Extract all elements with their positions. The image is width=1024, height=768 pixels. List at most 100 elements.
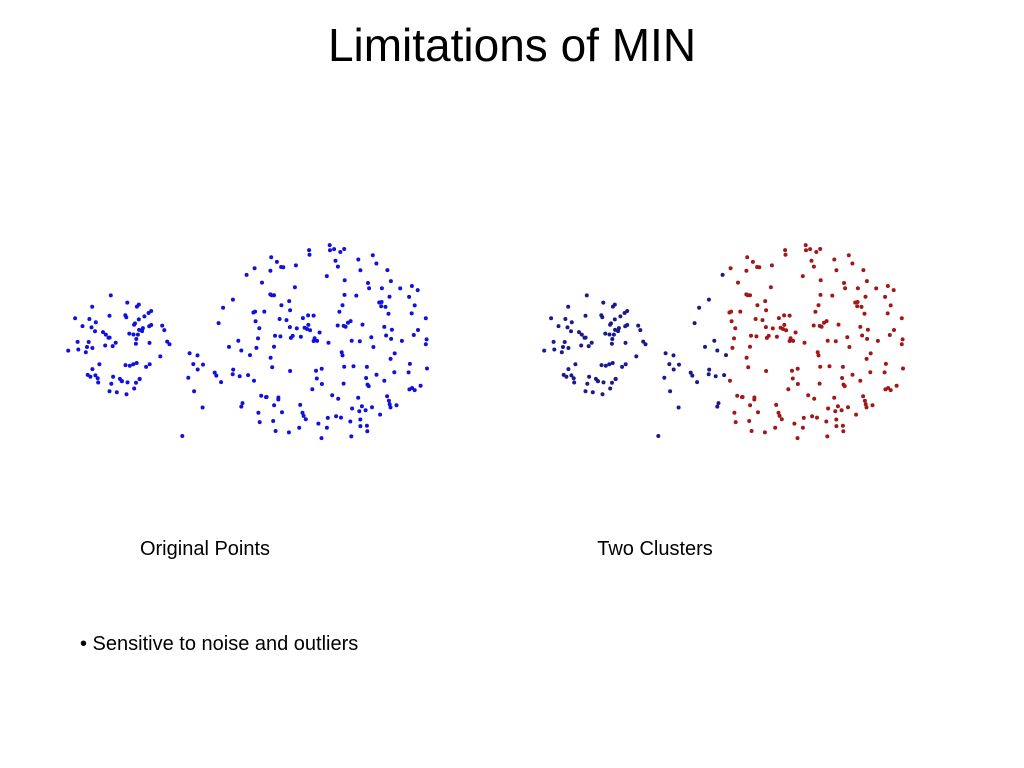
point	[815, 415, 819, 420]
point	[612, 317, 617, 322]
point	[90, 346, 95, 350]
point	[732, 336, 736, 341]
point	[90, 367, 95, 372]
point	[418, 383, 423, 388]
point	[887, 333, 892, 337]
point	[278, 334, 283, 339]
point	[292, 285, 297, 290]
point	[303, 417, 308, 422]
point	[324, 425, 329, 430]
point	[110, 344, 115, 349]
point	[623, 362, 628, 367]
point	[808, 247, 813, 252]
point	[133, 341, 138, 346]
point	[787, 313, 792, 318]
point	[140, 326, 145, 331]
point	[137, 327, 142, 332]
point	[599, 313, 604, 318]
point	[861, 394, 866, 399]
point	[565, 325, 570, 330]
point	[638, 328, 643, 333]
point	[107, 313, 112, 318]
point	[770, 326, 775, 331]
point	[610, 304, 615, 309]
point	[107, 389, 112, 394]
point	[219, 380, 224, 385]
point	[276, 397, 281, 402]
point	[783, 252, 788, 257]
point	[818, 292, 823, 297]
point	[287, 299, 292, 304]
point	[123, 363, 128, 368]
point	[569, 320, 574, 325]
point	[300, 316, 305, 321]
point	[327, 243, 332, 248]
point	[556, 324, 561, 329]
point	[774, 402, 779, 407]
point	[412, 303, 417, 308]
point	[284, 318, 289, 323]
point	[186, 375, 191, 380]
point	[399, 338, 404, 343]
point	[167, 342, 172, 347]
point	[127, 363, 132, 368]
point	[83, 350, 88, 355]
point	[214, 373, 219, 378]
point	[342, 364, 347, 369]
point	[330, 393, 335, 398]
point	[883, 361, 888, 366]
point	[577, 330, 581, 335]
point	[273, 333, 277, 338]
point	[749, 333, 753, 338]
point	[607, 362, 612, 367]
point	[270, 365, 275, 370]
point	[608, 386, 613, 391]
point	[816, 303, 821, 308]
point	[776, 410, 781, 415]
point	[777, 413, 782, 418]
point	[288, 369, 293, 373]
point	[125, 300, 130, 305]
point	[549, 316, 554, 321]
point	[76, 347, 81, 352]
point	[86, 340, 91, 344]
point	[216, 321, 221, 326]
point	[703, 344, 707, 349]
point	[814, 250, 819, 254]
point	[894, 383, 899, 388]
point	[257, 420, 262, 425]
point	[335, 323, 340, 328]
point	[753, 317, 758, 321]
point	[733, 326, 738, 331]
point	[149, 309, 154, 313]
point	[191, 362, 196, 367]
point	[840, 364, 845, 369]
point	[392, 370, 397, 375]
point	[113, 340, 118, 345]
point	[790, 376, 795, 381]
point	[773, 425, 778, 430]
point	[367, 286, 372, 291]
point	[730, 345, 735, 350]
point	[300, 410, 305, 415]
point	[840, 376, 845, 380]
point	[841, 429, 846, 434]
point	[200, 405, 205, 410]
point	[326, 340, 331, 345]
point	[863, 294, 868, 299]
point	[875, 338, 880, 343]
point	[846, 405, 850, 410]
point	[724, 353, 728, 358]
point	[795, 382, 800, 386]
point	[579, 332, 584, 337]
point	[815, 350, 820, 355]
point	[858, 324, 863, 329]
point	[874, 286, 879, 291]
point	[307, 252, 312, 257]
point	[93, 329, 97, 334]
point	[752, 397, 757, 402]
point	[423, 342, 428, 347]
point	[855, 286, 860, 291]
point	[125, 380, 130, 385]
point	[162, 328, 167, 333]
